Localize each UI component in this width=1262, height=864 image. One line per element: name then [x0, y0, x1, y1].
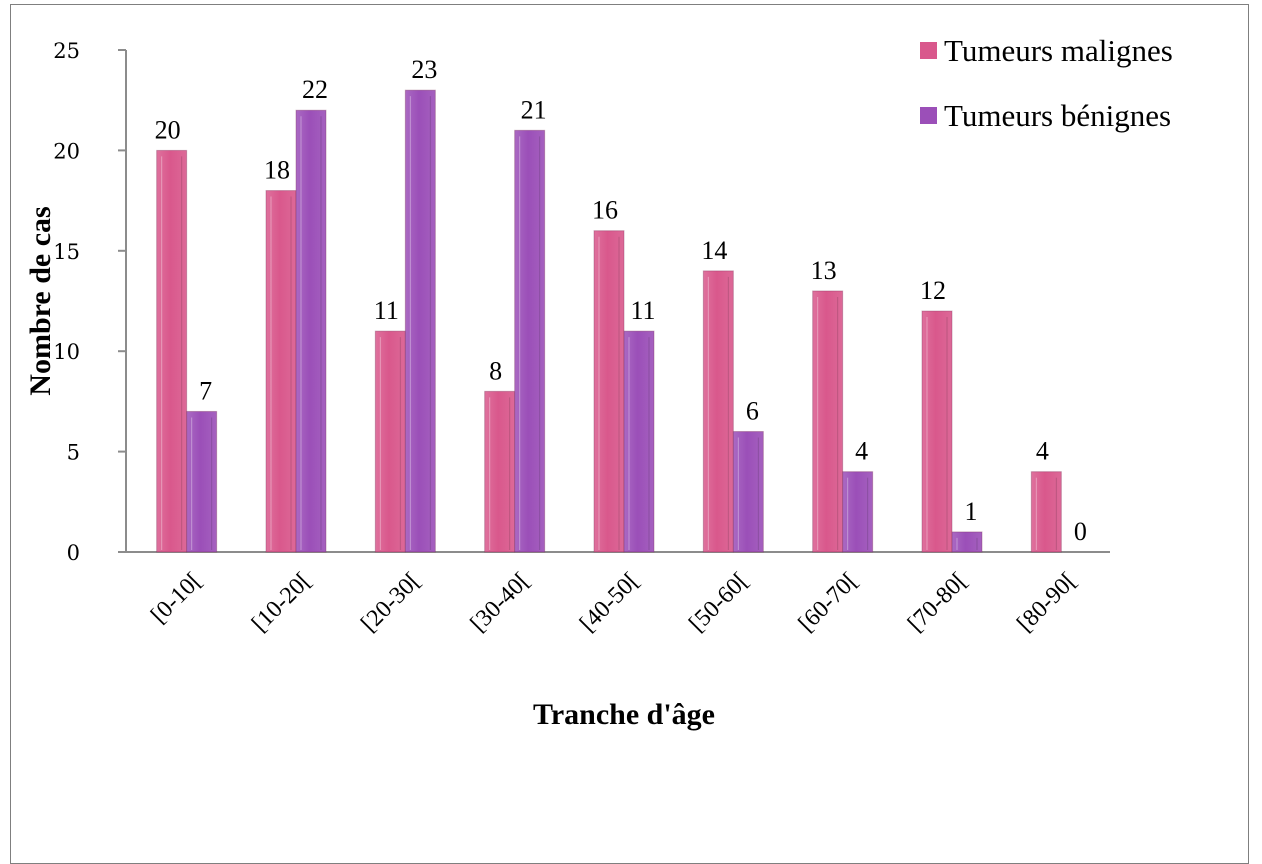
bar-benignes: [514, 129, 546, 553]
x-axis: [0-10[ [10-20[ [20-30[ [30-40[ [40-50[ [50-60…: [126, 551, 1110, 637]
legend-label-benignes: Tumeurs bénignes: [944, 98, 1171, 133]
bars: [156, 89, 1062, 553]
legend: Tumeurs malignes Tumeurs bénignes: [920, 33, 1173, 133]
data-label-malignes: 18: [264, 156, 290, 185]
data-label-benignes: 21: [521, 95, 547, 124]
bar-malignes: [593, 230, 625, 553]
y-tick-label: 20: [53, 139, 80, 163]
data-label-malignes: 8: [489, 356, 502, 385]
x-tick-label: [10-20[: [247, 568, 316, 637]
x-tick-label: [70-80[: [903, 568, 972, 637]
bar-malignes: [1030, 471, 1062, 553]
bar-benignes: [623, 330, 655, 553]
bar-malignes: [812, 290, 844, 553]
data-label-benignes: 23: [411, 55, 437, 84]
data-label-malignes: 12: [920, 276, 946, 305]
data-labels: 20 18 11 8 16 14 13 12 4 7 22 23 21 11 6 4 1 0: [155, 55, 1087, 546]
y-tick-label: 5: [67, 441, 80, 465]
data-label-malignes: 11: [374, 296, 399, 325]
bar-benignes: [404, 89, 436, 553]
bar-malignes: [265, 190, 297, 553]
bar-benignes: [186, 410, 218, 553]
data-label-benignes: 7: [199, 376, 212, 405]
x-tick-label: [30-40[: [466, 568, 535, 637]
y-axis-title: Nombre de cas: [24, 206, 57, 395]
x-tick-label: [60-70[: [794, 568, 863, 637]
bar-benignes: [295, 109, 327, 553]
x-tick-label: [0-10[: [146, 568, 207, 629]
legend-swatch-malignes: [920, 42, 937, 59]
data-label-malignes: 13: [811, 256, 837, 285]
data-label-malignes: 4: [1036, 437, 1049, 466]
bar-malignes: [374, 330, 406, 553]
bar-malignes: [156, 149, 188, 553]
x-tick-label: [20-30[: [356, 568, 425, 637]
data-label-malignes: 20: [155, 115, 181, 144]
data-label-malignes: 16: [592, 196, 618, 225]
data-label-benignes: 0: [1074, 517, 1087, 546]
x-tick-label: [40-50[: [575, 568, 644, 637]
x-tick-label: [80-90[: [1012, 568, 1081, 637]
data-label-benignes: 6: [746, 397, 759, 426]
y-tick-label: 10: [53, 340, 80, 364]
data-label-benignes: 4: [855, 437, 868, 466]
x-axis-title: Tranche d'âge: [533, 698, 715, 731]
bar-benignes: [842, 471, 874, 553]
data-label-benignes: 1: [965, 497, 978, 526]
y-tick-label: 15: [53, 240, 80, 264]
bar-benignes: [732, 431, 764, 553]
legend-swatch-benignes: [920, 107, 937, 124]
y-tick-label: 0: [67, 541, 80, 565]
bar-malignes: [921, 310, 953, 553]
bar-benignes: [951, 531, 983, 553]
data-label-benignes: 11: [630, 296, 655, 325]
data-label-malignes: 14: [701, 236, 727, 265]
bar-malignes: [484, 390, 516, 553]
x-tick-label: [50-60[: [684, 568, 753, 637]
legend-label-malignes: Tumeurs malignes: [944, 33, 1173, 68]
bar-malignes: [702, 270, 734, 553]
y-axis: 0 5 10 15 20 25: [53, 39, 127, 565]
data-label-benignes: 22: [302, 75, 328, 104]
y-tick-label: 25: [53, 39, 80, 63]
